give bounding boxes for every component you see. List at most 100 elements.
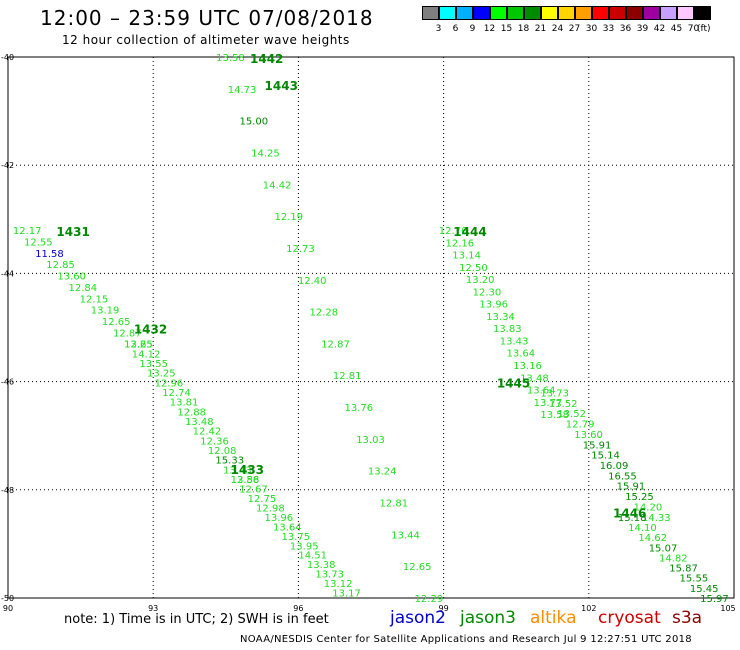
satellite-jason3: jason3 bbox=[460, 608, 516, 628]
y-tick-label: -50 bbox=[1, 594, 14, 603]
legend-label: 21 bbox=[534, 24, 547, 34]
swh-value: 15.45 bbox=[690, 584, 719, 595]
swh-value: 12.65 bbox=[403, 562, 432, 573]
swh-value: 16.55 bbox=[608, 471, 637, 482]
swh-value: 12.15 bbox=[80, 294, 109, 305]
pass-label: 1446 bbox=[613, 506, 646, 520]
swh-value: 13.83 bbox=[493, 324, 522, 335]
swh-value: 12.84 bbox=[69, 283, 98, 294]
legend-swatch bbox=[473, 6, 490, 20]
legend-label: 6 bbox=[452, 24, 459, 34]
swh-value: 15.14 bbox=[591, 451, 620, 462]
legend-swatch bbox=[592, 6, 609, 20]
satellite-cryosat: cryosat bbox=[598, 608, 661, 628]
swh-value: 12.79 bbox=[566, 420, 595, 431]
swh-value: 14.12 bbox=[132, 349, 161, 360]
swh-value: 12.16 bbox=[446, 238, 475, 249]
legend-label: 27 bbox=[568, 24, 581, 34]
y-tick-label: -44 bbox=[1, 269, 14, 278]
legend-swatch bbox=[626, 6, 643, 20]
legend-swatch bbox=[422, 6, 439, 20]
swh-value: 13.64 bbox=[507, 349, 536, 360]
x-tick-label: 93 bbox=[148, 604, 158, 613]
x-tick-label: 102 bbox=[581, 604, 596, 613]
pass-label: 1444 bbox=[453, 225, 486, 239]
swh-value: 15.18 bbox=[618, 513, 647, 524]
swh-value: 13.76 bbox=[345, 403, 374, 414]
swh-value: 13.58 bbox=[216, 53, 245, 64]
swh-value: 12.36 bbox=[200, 436, 229, 447]
swh-value: 12.65 bbox=[102, 317, 131, 328]
swh-value: 14.62 bbox=[638, 533, 667, 544]
swh-value: 14.42 bbox=[263, 180, 292, 191]
swh-value: 13.73 bbox=[315, 570, 344, 581]
swh-value: 15.25 bbox=[625, 492, 654, 503]
swh-value: 12.76 bbox=[439, 226, 468, 237]
swh-value: 13.48 bbox=[185, 417, 214, 428]
pass-label: 1443 bbox=[265, 79, 298, 93]
footer-credit: NOAA/NESDIS Center for Satellite Applica… bbox=[240, 634, 692, 645]
legend-label: 30 bbox=[585, 24, 598, 34]
swh-value: 14.10 bbox=[628, 523, 657, 534]
plot-frame bbox=[7, 56, 735, 599]
swh-value: 13.38 bbox=[307, 560, 336, 571]
swh-value: 12.74 bbox=[162, 388, 191, 399]
swh-value: 12.65 bbox=[124, 340, 153, 351]
swh-value: 15.97 bbox=[700, 594, 729, 605]
pass-label: 1433 bbox=[231, 463, 264, 477]
swh-value: 13.60 bbox=[574, 430, 603, 441]
swh-value: 12.08 bbox=[208, 446, 237, 457]
x-tick-label: 90 bbox=[3, 604, 13, 613]
satellite-jason2: jason2 bbox=[390, 608, 446, 628]
swh-value: 13.14 bbox=[452, 251, 481, 262]
swh-value: 13.95 bbox=[290, 541, 319, 552]
swh-value: 15.33 bbox=[215, 456, 244, 467]
swh-value: 12.96 bbox=[155, 378, 184, 389]
swh-value: 13.73 bbox=[540, 388, 569, 399]
legend-swatch bbox=[660, 6, 677, 20]
swh-value: 13.64 bbox=[273, 522, 302, 533]
swh-value: 12.29 bbox=[415, 594, 444, 605]
swh-value: 12.81 bbox=[380, 499, 409, 510]
swh-value: 14.33 bbox=[642, 513, 671, 524]
swh-value: 13.43 bbox=[500, 336, 529, 347]
swh-value: 12.67 bbox=[239, 484, 268, 495]
swh-value: 13.17 bbox=[332, 589, 361, 600]
swh-value: 13.96 bbox=[265, 513, 294, 524]
pass-label: 1432 bbox=[134, 323, 167, 337]
swh-value: 14.73 bbox=[228, 85, 257, 96]
legend-swatch bbox=[541, 6, 558, 20]
swh-value: 13.03 bbox=[356, 435, 385, 446]
pass-label: 1445 bbox=[497, 377, 530, 391]
legend-swatch bbox=[609, 6, 626, 20]
swh-value: 14.25 bbox=[251, 148, 280, 159]
legend-unit: (ft) bbox=[697, 24, 711, 34]
legend-swatch bbox=[490, 6, 507, 20]
swh-value: 12.50 bbox=[459, 263, 488, 274]
legend-label: 15 bbox=[500, 24, 513, 34]
x-tick-label: 99 bbox=[439, 604, 449, 613]
swh-value: 13.52 bbox=[549, 399, 578, 410]
legend-swatch bbox=[694, 6, 711, 20]
swh-value: 12.56 bbox=[231, 475, 260, 486]
y-tick-label: -40 bbox=[1, 53, 14, 62]
legend-swatch bbox=[524, 6, 541, 20]
pass-label: 1431 bbox=[56, 225, 89, 239]
swh-value: 15.00 bbox=[239, 117, 268, 128]
y-tick-label: -42 bbox=[1, 161, 14, 170]
swh-value: 15.55 bbox=[680, 574, 709, 585]
swh-value: 13.44 bbox=[391, 530, 420, 541]
satellite-altika: altika bbox=[530, 608, 577, 628]
satellite-s3a: s3a bbox=[672, 608, 703, 628]
swh-value: 13.12 bbox=[324, 579, 353, 590]
legend-label: 12 bbox=[483, 24, 496, 34]
swh-value: 12.75 bbox=[248, 494, 277, 505]
legend-label: 24 bbox=[551, 24, 564, 34]
swh-value: 14.20 bbox=[634, 502, 663, 513]
legend-label: 9 bbox=[469, 24, 476, 34]
legend-swatch bbox=[558, 6, 575, 20]
swh-value: 13.20 bbox=[466, 275, 495, 286]
swh-value: 16.09 bbox=[600, 461, 629, 472]
